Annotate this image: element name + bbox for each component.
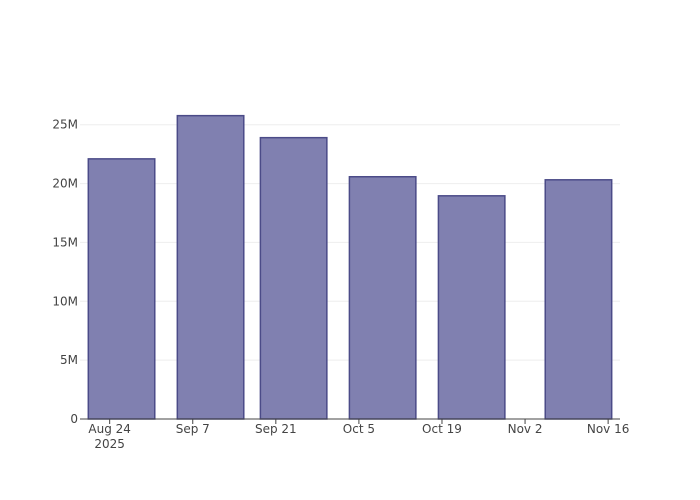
y-tick-label: 20M (52, 177, 78, 191)
bar (176, 114, 245, 420)
x-tick-label: Sep 21 (255, 422, 297, 436)
x-tick-label: Sep 7 (176, 422, 210, 436)
y-tick-label: 15M (52, 235, 78, 249)
y-tick-label: 0 (70, 412, 78, 426)
y-tick-label: 25M (52, 118, 78, 132)
x-tick-label: Nov 2 (508, 422, 543, 436)
x-tick-label: Oct 19 (422, 422, 462, 436)
bar (544, 179, 613, 420)
bar (348, 175, 417, 420)
y-tick-label: 5M (60, 353, 78, 367)
bar (437, 195, 506, 420)
bar (259, 136, 328, 420)
bar (87, 158, 156, 420)
x-tick-label: Nov 16 (587, 422, 630, 436)
x-tick-label: Aug 24 2025 (88, 422, 131, 451)
y-tick-label: 10M (52, 294, 78, 308)
x-tick-label: Oct 5 (343, 422, 375, 436)
